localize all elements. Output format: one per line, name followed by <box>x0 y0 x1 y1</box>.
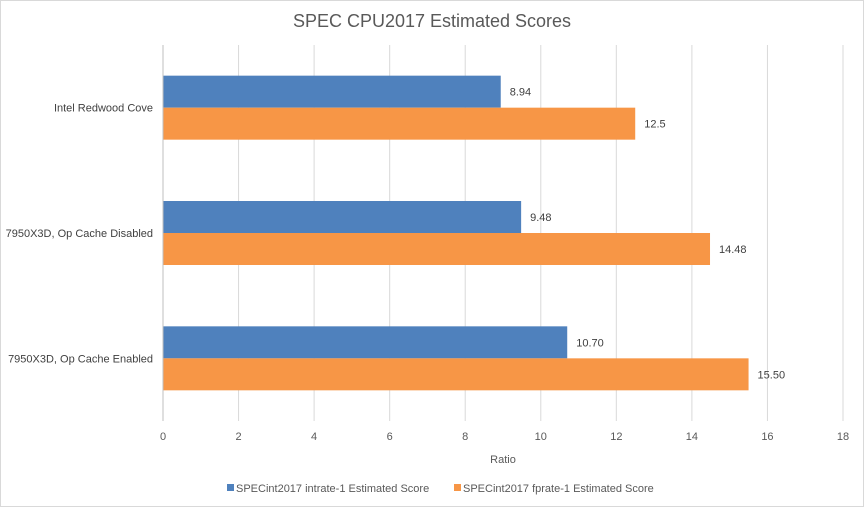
x-axis-ticks: 0 2 4 6 8 10 12 14 16 18 <box>160 431 849 443</box>
bar-intrate <box>163 75 501 108</box>
chart-title: SPEC CPU2017 Estimated Scores <box>293 11 571 31</box>
legend-swatch <box>454 484 461 491</box>
bar-fprate <box>163 358 749 391</box>
legend-label: SPECint2017 intrate-1 Estimated Score <box>236 483 429 495</box>
x-tick-label: 0 <box>160 431 166 443</box>
data-label: 12.5 <box>644 119 665 131</box>
y-axis-categories: Intel Redwood Cove 7950X3D, Op Cache Disa… <box>6 103 153 366</box>
data-label: 8.94 <box>510 87 531 99</box>
x-tick-label: 14 <box>686 431 698 443</box>
bar-intrate <box>163 326 568 359</box>
x-tick-label: 4 <box>311 431 317 443</box>
data-label: 14.48 <box>719 244 747 256</box>
legend-label: SPECint2017 fprate-1 Estimated Score <box>463 483 654 495</box>
data-label: 9.48 <box>530 212 551 224</box>
x-tick-label: 6 <box>387 431 393 443</box>
legend: SPECint2017 intrate-1 Estimated Score SPE… <box>227 483 654 495</box>
data-label: 10.70 <box>576 337 604 349</box>
bar-fprate <box>163 107 636 140</box>
category-label: 7950X3D, Op Cache Enabled <box>8 353 153 365</box>
x-tick-label: 2 <box>235 431 241 443</box>
category-label: 7950X3D, Op Cache Disabled <box>6 228 153 240</box>
x-tick-label: 8 <box>462 431 468 443</box>
bar-intrate <box>163 201 522 233</box>
x-tick-label: 10 <box>535 431 547 443</box>
legend-swatch <box>227 484 234 491</box>
data-labels: 8.94 12.5 9.48 14.48 10.70 15.50 <box>510 87 785 382</box>
x-tick-label: 12 <box>610 431 622 443</box>
x-tick-label: 18 <box>837 431 849 443</box>
category-label: Intel Redwood Cove <box>54 103 153 115</box>
bars <box>162 45 749 421</box>
bar-fprate <box>163 233 711 265</box>
x-axis-title: Ratio <box>490 454 516 466</box>
data-label: 15.50 <box>758 369 786 381</box>
x-tick-label: 16 <box>761 431 773 443</box>
